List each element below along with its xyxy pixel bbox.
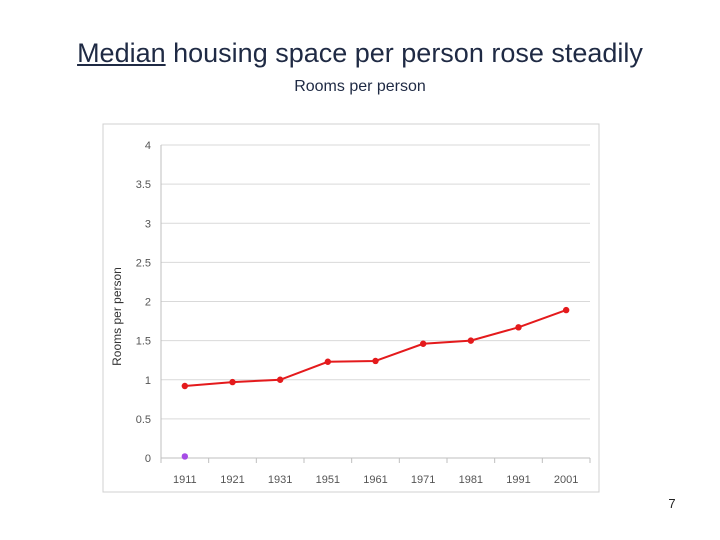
- y-tick-label: 2.5: [136, 257, 151, 269]
- x-tick-label: 1971: [411, 474, 435, 486]
- y-axis-title: Rooms per person: [110, 267, 124, 366]
- data-point: [515, 324, 522, 331]
- y-tick-label: 3: [145, 218, 151, 230]
- data-point: [181, 453, 189, 460]
- y-tick-label: 2: [145, 297, 151, 309]
- data-point: [562, 306, 570, 314]
- data-point: [276, 376, 284, 383]
- data-point: [181, 382, 189, 390]
- x-tick-label: 1961: [363, 474, 387, 486]
- data-point: [324, 358, 332, 365]
- page-number: 7: [668, 496, 676, 511]
- y-tick-label: 1.5: [136, 336, 151, 348]
- data-point: [372, 357, 379, 365]
- x-tick-label: 1911: [173, 474, 197, 486]
- y-tick-label: 0: [145, 453, 151, 465]
- x-tick-label: 1981: [459, 474, 483, 486]
- data-point: [229, 378, 236, 386]
- data-point: [467, 337, 475, 344]
- y-tick-label: 1: [145, 375, 151, 387]
- y-tick-label: 4: [145, 140, 151, 152]
- x-tick-label: 1991: [506, 474, 530, 486]
- chart-subtitle: Rooms per person: [294, 78, 426, 95]
- x-tick-label: 1951: [316, 474, 340, 486]
- chart-frame: [102, 123, 600, 493]
- x-tick-label: 2001: [554, 474, 578, 486]
- x-tick-label: 1931: [268, 474, 292, 486]
- title-underlined-word: Median: [77, 38, 166, 68]
- title-rest: housing space per person rose steadily: [165, 38, 643, 68]
- data-point: [419, 340, 427, 347]
- y-tick-label: 0.5: [136, 414, 151, 426]
- x-tick-label: 1921: [220, 474, 244, 486]
- y-tick-label: 3.5: [136, 179, 151, 191]
- slide-title: Median housing space per person rose ste…: [0, 38, 720, 69]
